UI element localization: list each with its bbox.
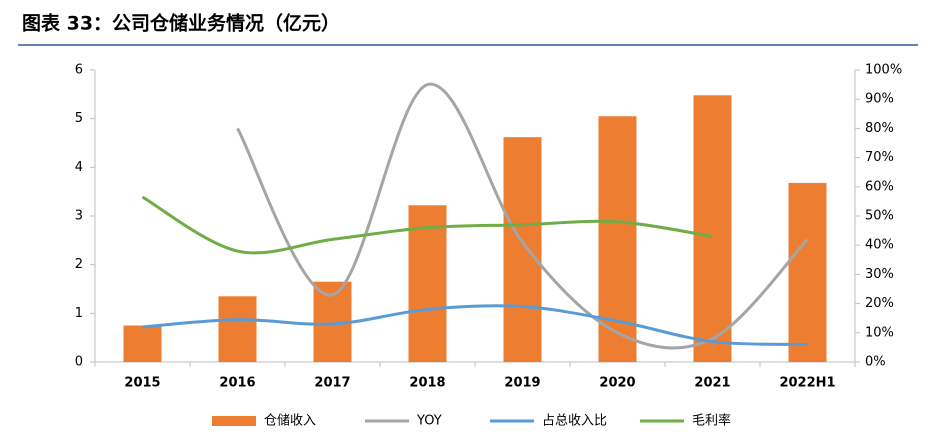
x-tick-label: 2017 bbox=[314, 376, 350, 391]
y-tick-label: 0 bbox=[75, 355, 83, 370]
y2-tick-label: 10% bbox=[865, 325, 894, 340]
legend-swatch bbox=[212, 416, 256, 426]
bar bbox=[788, 182, 827, 362]
line bbox=[141, 195, 713, 255]
x-tick-label: 2021 bbox=[694, 376, 730, 391]
x-tick-label: 2018 bbox=[409, 376, 445, 391]
y-tick-label: 1 bbox=[75, 306, 83, 321]
legend-label: 占总收入比 bbox=[542, 414, 607, 429]
legend-label: YOY bbox=[416, 414, 442, 429]
y2-tick-label: 80% bbox=[865, 121, 894, 136]
x-tick-label: 2022H1 bbox=[779, 376, 835, 391]
x-tick-label: 2016 bbox=[219, 376, 255, 391]
bar bbox=[123, 325, 162, 362]
bar bbox=[408, 205, 447, 362]
bar bbox=[218, 296, 257, 362]
y-tick-label: 5 bbox=[75, 111, 83, 126]
y-tick-label: 2 bbox=[75, 257, 83, 272]
x-tick-label: 2019 bbox=[504, 376, 540, 391]
y2-tick-label: 20% bbox=[865, 296, 894, 311]
y-tick-label: 3 bbox=[75, 209, 83, 224]
bar bbox=[693, 95, 732, 362]
y-tick-label: 6 bbox=[75, 63, 83, 78]
x-tick-label: 2015 bbox=[124, 376, 160, 391]
y2-tick-label: 60% bbox=[865, 179, 894, 194]
y2-tick-label: 100% bbox=[865, 63, 902, 78]
bar bbox=[503, 137, 542, 362]
y2-tick-label: 40% bbox=[865, 238, 894, 253]
y-tick-label: 4 bbox=[75, 160, 83, 175]
legend-label: 仓储收入 bbox=[264, 414, 316, 429]
y2-tick-label: 30% bbox=[865, 267, 894, 282]
line bbox=[142, 304, 808, 346]
chart-title: 图表 33：公司仓储业务情况（亿元） bbox=[22, 12, 340, 35]
y2-tick-label: 50% bbox=[865, 209, 894, 224]
y2-tick-label: 70% bbox=[865, 150, 894, 165]
y2-tick-label: 90% bbox=[865, 92, 894, 107]
x-tick-label: 2020 bbox=[599, 376, 635, 391]
legend-label: 毛利率 bbox=[692, 413, 731, 429]
y2-tick-label: 0% bbox=[865, 355, 886, 370]
